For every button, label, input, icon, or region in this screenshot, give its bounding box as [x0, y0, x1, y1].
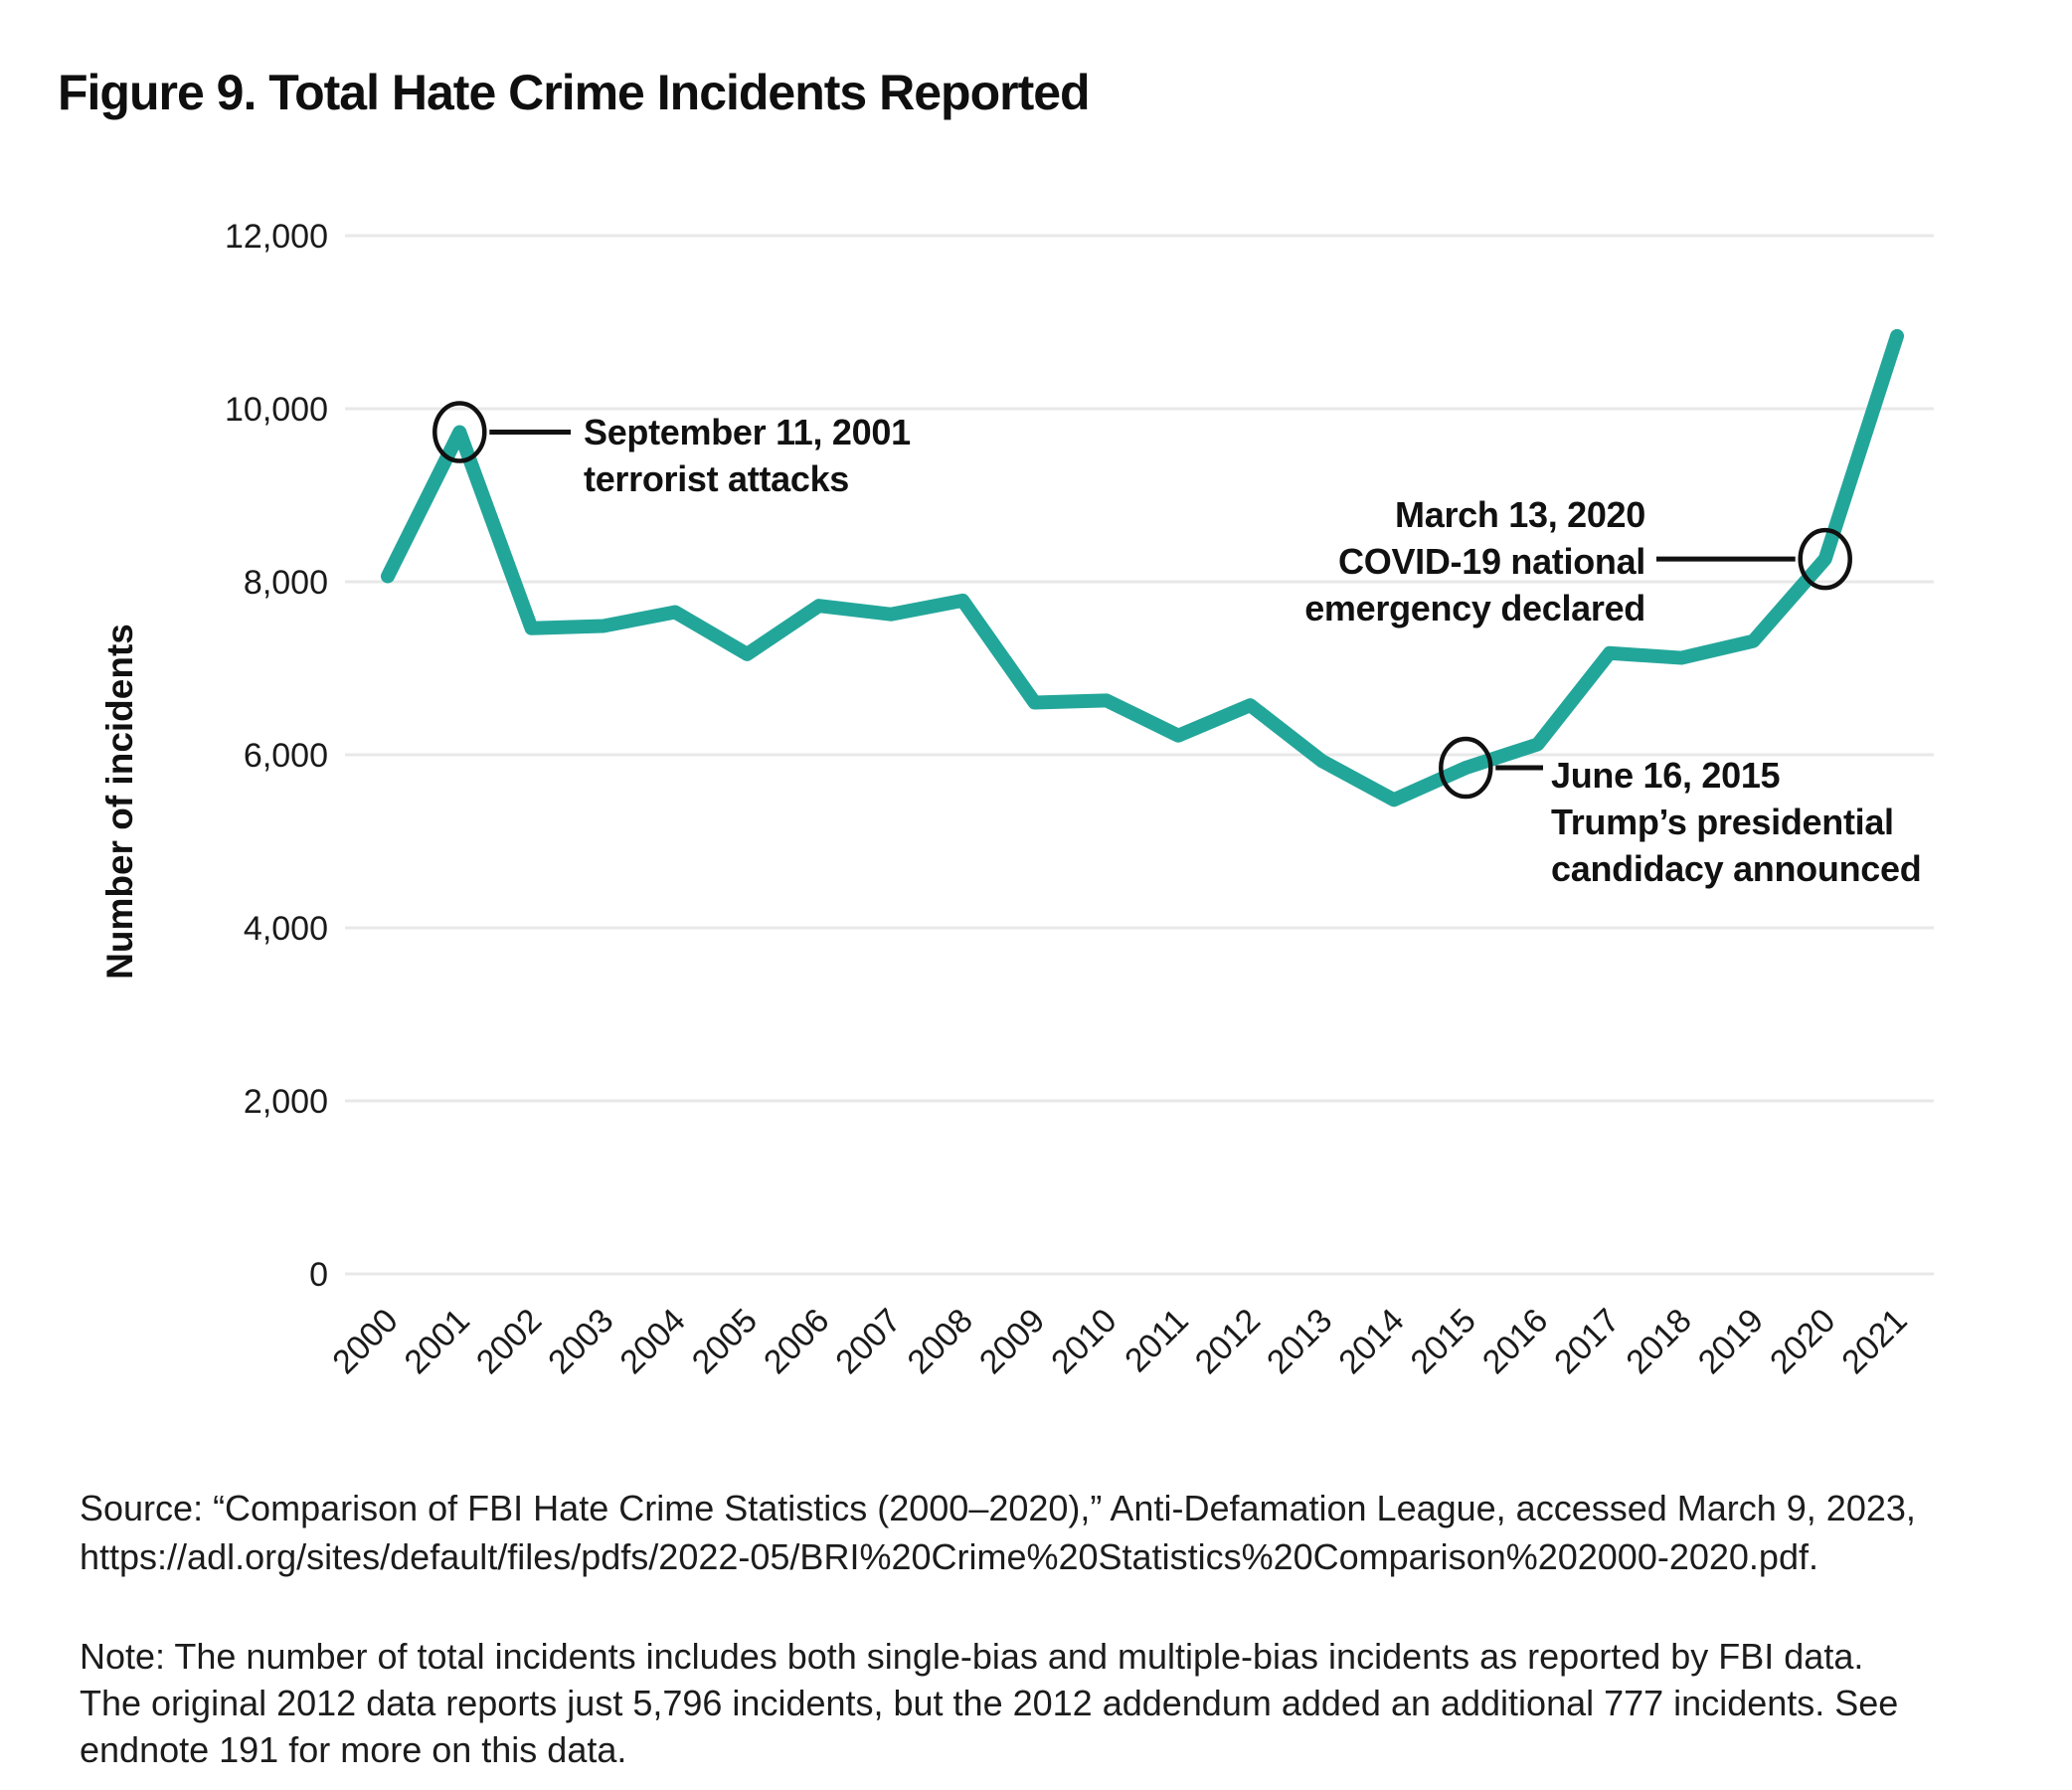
annotation-covid: March 13, 2020 COVID-19 national emergen… — [1304, 491, 1645, 631]
figure-title: Figure 9. Total Hate Crime Incidents Rep… — [58, 65, 1091, 120]
x-tick-label: 2015 — [1404, 1302, 1483, 1381]
x-tick-label: 2010 — [1044, 1302, 1123, 1381]
y-tick-label: 0 — [309, 1256, 328, 1294]
y-tick-label: 4,000 — [244, 910, 328, 948]
y-tick-label: 2,000 — [244, 1083, 328, 1121]
chart-svg: 0 2,000 4,000 6,000 8,000 10,000 12,000 Number … — [99, 218, 1934, 1381]
x-tick-label: 2020 — [1763, 1302, 1842, 1381]
x-tick-label: 2008 — [901, 1302, 980, 1381]
x-tick-label: 2003 — [541, 1302, 620, 1381]
x-tick-label: 2014 — [1331, 1302, 1411, 1381]
x-tick-label: 2019 — [1691, 1302, 1771, 1381]
x-tick-label: 2005 — [685, 1302, 765, 1381]
annotation-text-line: terrorist attacks — [584, 458, 850, 499]
annotation-text-line: June 16, 2015 — [1551, 755, 1781, 796]
x-tick-label: 2009 — [972, 1302, 1052, 1381]
note-line: Note: The number of total incidents incl… — [80, 1636, 1864, 1677]
note-line: The original 2012 data reports just 5,79… — [80, 1683, 1899, 1723]
x-tick-label: 2013 — [1260, 1302, 1339, 1381]
x-tick-label: 2018 — [1619, 1302, 1698, 1381]
x-tick-label: 2016 — [1475, 1302, 1555, 1381]
source-line: https://adl.org/sites/default/files/pdfs… — [80, 1536, 1818, 1577]
annotation-trump: June 16, 2015 Trump’s presidential candi… — [1551, 752, 1922, 892]
x-tick-label: 2004 — [612, 1302, 692, 1381]
y-tick-label: 8,000 — [244, 564, 328, 602]
annotation-sept11: September 11, 2001 terrorist attacks — [584, 409, 911, 502]
annotation-text-line: March 13, 2020 — [1395, 494, 1645, 535]
x-tick-label: 2007 — [828, 1302, 908, 1381]
x-tick-label: 2006 — [757, 1302, 836, 1381]
x-tick-label: 2000 — [325, 1302, 405, 1381]
source-line: Source: “Comparison of FBI Hate Crime St… — [80, 1488, 1916, 1528]
annotation-text-line: candidacy announced — [1551, 848, 1922, 889]
x-tick-label: 2002 — [469, 1302, 549, 1381]
annotation-text-line: Trump’s presidential — [1551, 802, 1894, 842]
y-tick-label: 6,000 — [244, 737, 328, 775]
annotation-text-line: COVID-19 national — [1338, 541, 1645, 582]
note-line: endnote 191 for more on this data. — [80, 1729, 627, 1770]
y-tick-label: 12,000 — [225, 218, 328, 256]
x-tick-label: 2012 — [1188, 1302, 1268, 1381]
y-tick-label: 10,000 — [225, 391, 328, 429]
data-line — [381, 328, 1904, 807]
source-text: Source: “Comparison of FBI Hate Crime St… — [80, 1484, 1916, 1581]
x-tick-label: 2017 — [1547, 1302, 1627, 1381]
annotation-circle — [1439, 736, 1493, 800]
annotation-circle — [432, 401, 487, 463]
x-tick-label: 2001 — [398, 1302, 477, 1381]
annotation-text-line: emergency declared — [1304, 588, 1645, 628]
annotation-text-line: September 11, 2001 — [584, 412, 911, 452]
y-axis-title: Number of incidents — [99, 624, 140, 980]
x-tick-label: 2021 — [1834, 1302, 1914, 1381]
x-tick-label: 2011 — [1118, 1302, 1196, 1380]
note-text: Note: The number of total incidents incl… — [80, 1633, 1898, 1773]
annotation-circle — [1798, 527, 1852, 591]
